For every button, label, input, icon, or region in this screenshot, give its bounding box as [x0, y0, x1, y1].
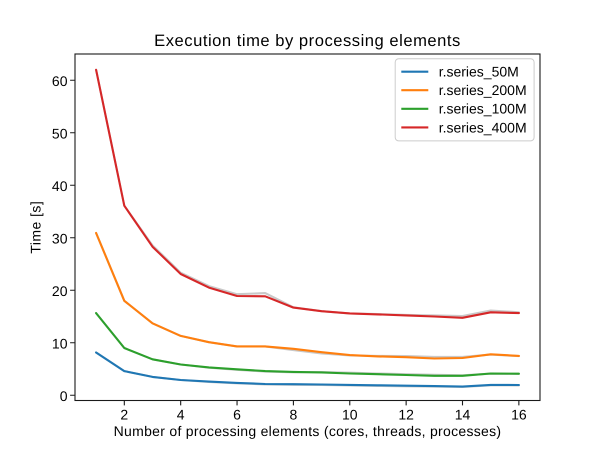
svg-text:r.series_200M: r.series_200M: [439, 82, 527, 98]
svg-text:50: 50: [52, 125, 68, 141]
svg-text:12: 12: [398, 407, 414, 423]
svg-text:60: 60: [52, 73, 68, 89]
svg-text:Time [s]: Time [s]: [28, 201, 44, 254]
svg-text:r.series_50M: r.series_50M: [439, 64, 519, 80]
svg-text:r.series_400M: r.series_400M: [439, 119, 527, 135]
svg-text:16: 16: [511, 407, 527, 423]
svg-text:30: 30: [52, 230, 68, 246]
svg-text:10: 10: [52, 335, 68, 351]
svg-text:8: 8: [290, 407, 298, 423]
svg-text:r.series_100M: r.series_100M: [439, 101, 527, 117]
svg-text:14: 14: [455, 407, 471, 423]
svg-text:6: 6: [233, 407, 241, 423]
svg-text:10: 10: [342, 407, 358, 423]
svg-text:2: 2: [120, 407, 128, 423]
svg-text:4: 4: [177, 407, 185, 423]
svg-text:Number of processing elements: Number of processing elements (cores, th…: [114, 423, 502, 439]
svg-text:0: 0: [60, 388, 68, 404]
svg-text:Execution time by processing e: Execution time by processing elements: [154, 31, 461, 50]
svg-text:20: 20: [52, 283, 68, 299]
svg-text:40: 40: [52, 178, 68, 194]
